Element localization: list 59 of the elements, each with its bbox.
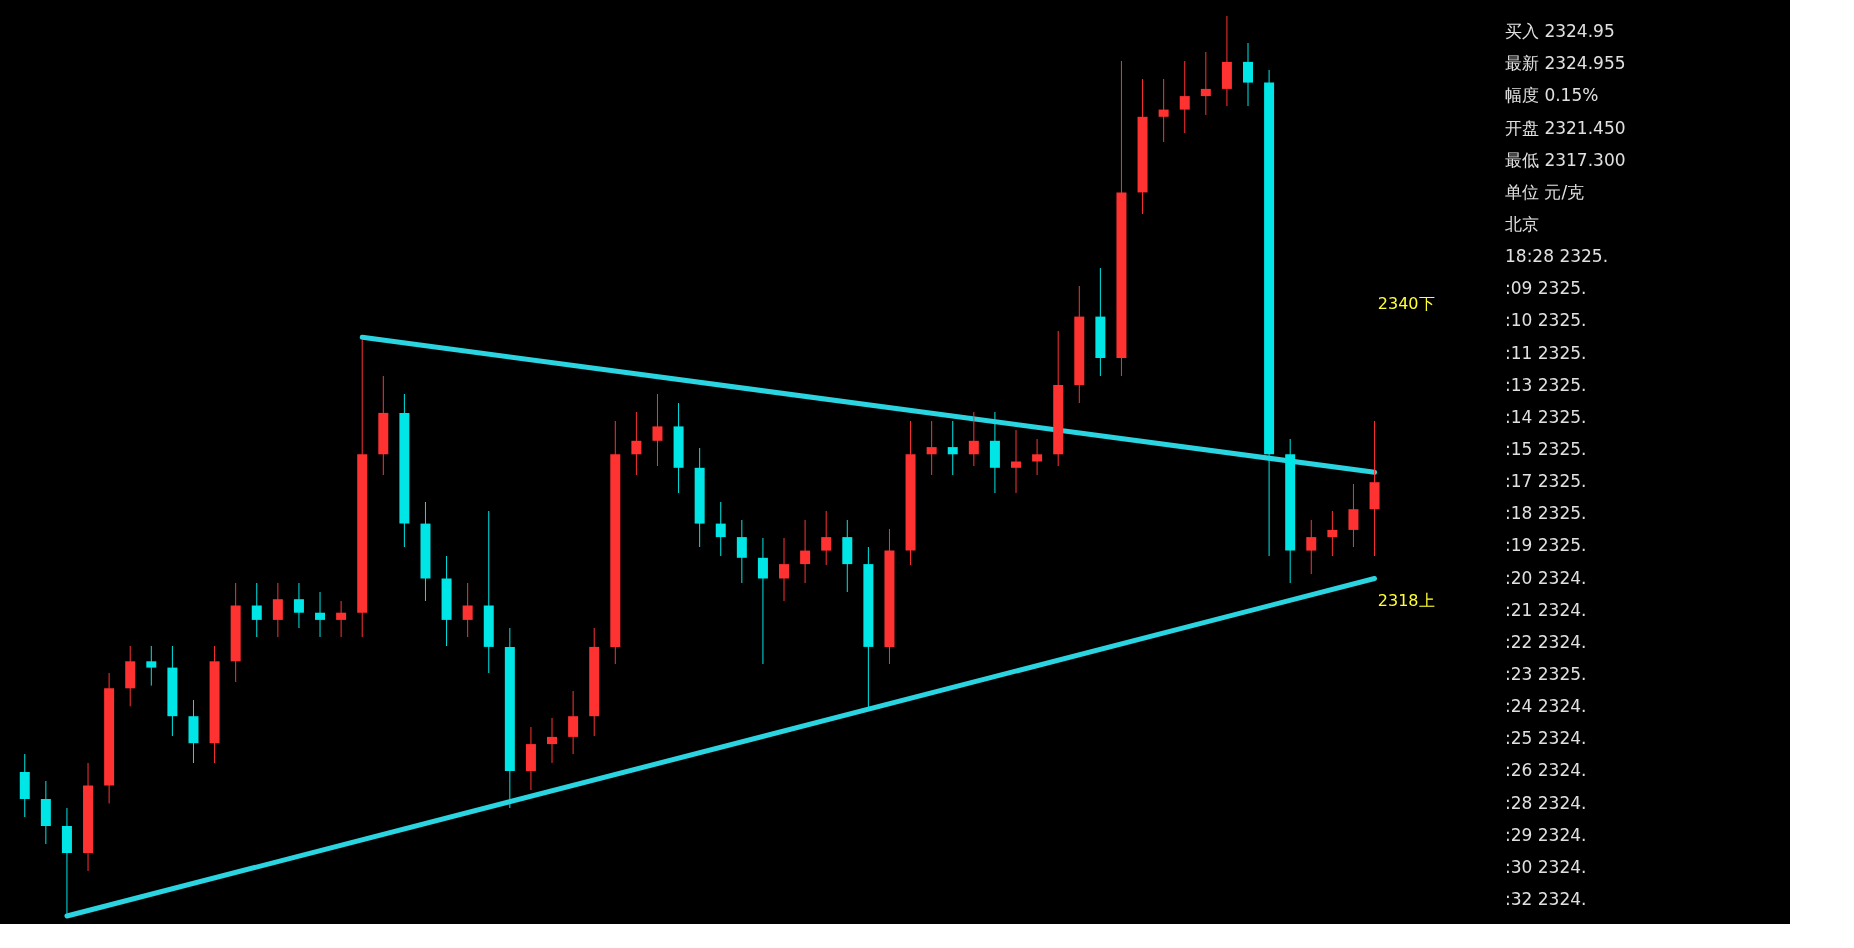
text: :20 2324. [1505,567,1587,588]
candlestick [631,411,642,476]
text: :14 2325. [1505,406,1587,427]
candlestick [1158,78,1169,143]
text: :26 2324. [1505,760,1587,781]
candlestick [757,537,768,665]
text: 买入 2324.95 [1505,21,1615,42]
text: 最新 2324.955 [1505,53,1626,74]
text: 北京 [1505,213,1539,234]
text: :29 2324. [1505,824,1587,845]
annotation: 2318上 [1377,591,1435,610]
text: 开盘 2321.450 [1505,117,1626,138]
candlestick [800,519,811,584]
candlestick [779,537,790,602]
candlestick [1306,519,1317,575]
candlestick [1011,429,1022,494]
text: :28 2324. [1505,792,1587,813]
candlestick [146,645,157,687]
text: :09 2325. [1505,278,1587,299]
candlestick [821,510,832,566]
candlestick [652,393,663,467]
annotation: 2340下 [1377,294,1435,313]
text: 单位 元/克 [1505,181,1585,202]
text: :10 2325. [1505,310,1587,331]
candlestick [736,519,747,584]
candlestick [926,420,937,476]
candlestick [315,591,326,638]
candlestick [568,690,579,755]
text: :18 2325. [1505,503,1587,524]
candlestick [293,582,304,629]
text: 最低 2317.300 [1505,149,1626,170]
text: 幅度 0.15% [1505,85,1599,106]
candlestick [272,582,283,638]
text: :15 2325. [1505,438,1587,459]
text: :17 2325. [1505,471,1587,492]
candlestick [715,501,726,557]
candlestick [1032,438,1043,476]
text: :32 2324. [1505,888,1587,909]
candlestick [1327,510,1338,557]
text: :25 2324. [1505,728,1587,749]
candlestick [1348,483,1359,548]
text: :19 2325. [1505,535,1587,556]
candlestick [336,600,347,638]
text: :23 2325. [1505,663,1587,684]
candlestick [462,582,473,638]
candlestick [1179,60,1190,134]
candlestick [1243,42,1254,107]
candlestick [1200,51,1211,116]
candlestick [251,582,262,638]
text: :21 2324. [1505,599,1587,620]
text: :13 2325. [1505,374,1587,395]
text: :24 2324. [1505,696,1587,717]
candlestick [968,411,979,467]
candlestick [547,717,558,764]
text: :30 2324. [1505,856,1587,877]
text: :11 2325. [1505,342,1587,363]
text: 18:28 2325. [1505,246,1609,267]
candlestick [947,420,958,476]
text: :22 2324. [1505,631,1587,652]
